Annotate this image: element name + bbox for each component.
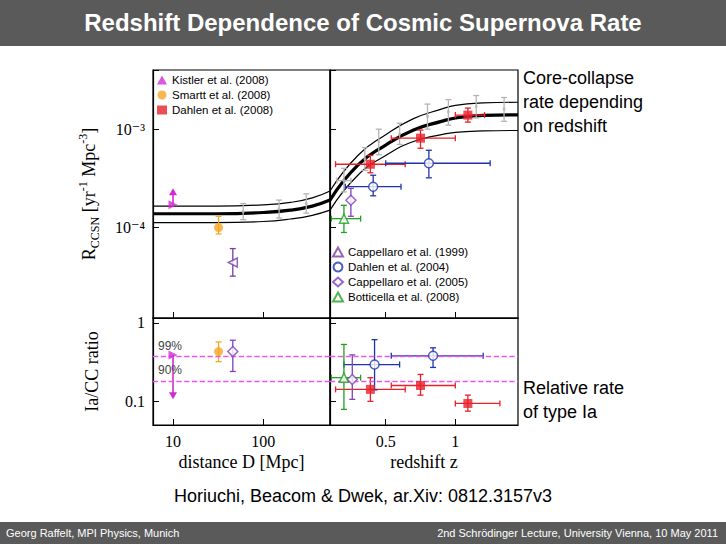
svg-text:Cappellaro et al. (1999): Cappellaro et al. (1999) bbox=[348, 246, 468, 258]
svg-text:-1: -1 bbox=[76, 181, 90, 191]
svg-text:-3: -3 bbox=[76, 134, 90, 144]
svg-text:distance D [Mpc]: distance D [Mpc] bbox=[179, 452, 305, 472]
svg-text:Mpc: Mpc bbox=[79, 144, 99, 182]
svg-text:]: ] bbox=[79, 128, 99, 134]
html-text:Relative rate of type Ia: Relative rate of type Ia bbox=[523, 378, 625, 422]
svg-text:R: R bbox=[79, 248, 99, 260]
html-text:2nd Schrödinger Lecture, Unive: 2nd Schrödinger Lecture, University Vien… bbox=[437, 527, 718, 539]
svg-text:10: 10 bbox=[165, 433, 181, 450]
svg-text:99%: 99% bbox=[158, 339, 182, 353]
svg-text:redshift z: redshift z bbox=[390, 452, 457, 472]
svg-text:10⁻³: 10⁻³ bbox=[116, 121, 145, 138]
svg-text:Dahlen et al. (2008): Dahlen et al. (2008) bbox=[172, 104, 273, 116]
svg-text:1: 1 bbox=[451, 433, 459, 450]
svg-text:Kistler et al. (2008): Kistler et al. (2008) bbox=[172, 74, 269, 86]
svg-text:10⁻⁴: 10⁻⁴ bbox=[115, 219, 145, 236]
svg-text:Smartt et al. (2008): Smartt et al. (2008) bbox=[172, 89, 271, 101]
html-text:Core-collapse rate depending o: Core-collapse rate depending on redshift bbox=[523, 68, 644, 136]
html-text:Georg Raffelt, MPI Physics, Mu: Georg Raffelt, MPI Physics, Munich bbox=[6, 527, 180, 539]
svg-text:90%: 90% bbox=[158, 363, 182, 377]
html-text:Redshift Dependence of Cosmic: Redshift Dependence of Cosmic Supernova … bbox=[84, 9, 642, 36]
svg-text:Dahlen et al. (2004): Dahlen et al. (2004) bbox=[348, 261, 449, 273]
svg-text:Botticella et al. (2008): Botticella et al. (2008) bbox=[348, 291, 459, 303]
svg-text:0.1: 0.1 bbox=[125, 393, 145, 410]
svg-text:Cappellaro et al. (2005): Cappellaro et al. (2005) bbox=[348, 276, 468, 288]
html-text:Horiuchi, Beacom & Dwek, ar.Xi: Horiuchi, Beacom & Dwek, ar.Xiv: 0812.31… bbox=[173, 486, 553, 506]
svg-text:0.5: 0.5 bbox=[376, 433, 396, 450]
svg-text:1: 1 bbox=[137, 314, 145, 331]
svg-text:CCSN: CCSN bbox=[88, 216, 102, 248]
svg-text:Ia/CC ratio: Ia/CC ratio bbox=[82, 331, 102, 411]
svg-text:[yr: [yr bbox=[79, 191, 99, 217]
svg-text:100: 100 bbox=[251, 433, 275, 450]
